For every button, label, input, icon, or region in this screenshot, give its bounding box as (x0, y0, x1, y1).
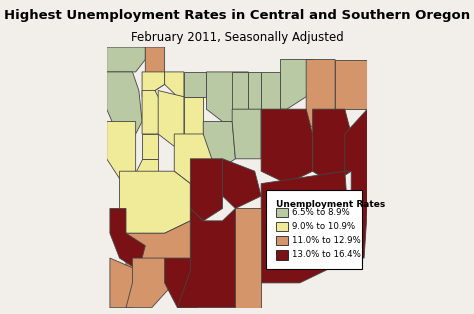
Polygon shape (142, 90, 164, 134)
Polygon shape (236, 208, 261, 308)
Polygon shape (107, 72, 142, 146)
Polygon shape (158, 90, 184, 146)
Polygon shape (126, 221, 191, 270)
Bar (276, 222, 288, 231)
Text: 9.0% to 10.9%: 9.0% to 10.9% (292, 222, 355, 231)
Polygon shape (207, 72, 248, 122)
Polygon shape (174, 134, 216, 184)
Polygon shape (232, 72, 248, 109)
Polygon shape (184, 72, 207, 97)
Polygon shape (142, 72, 164, 97)
Polygon shape (335, 60, 367, 109)
Polygon shape (261, 109, 313, 184)
Bar (276, 208, 288, 217)
Text: 11.0% to 12.9%: 11.0% to 12.9% (292, 236, 361, 245)
Text: Highest Unemployment Rates in Central and Southern Oregon: Highest Unemployment Rates in Central an… (4, 9, 470, 22)
Polygon shape (146, 47, 164, 90)
Polygon shape (107, 47, 146, 72)
Polygon shape (222, 159, 261, 208)
Polygon shape (203, 122, 236, 171)
Text: 6.5% to 8.9%: 6.5% to 8.9% (292, 208, 349, 217)
Polygon shape (255, 171, 351, 283)
Text: 13.0% to 16.4%: 13.0% to 16.4% (292, 250, 361, 259)
Polygon shape (191, 159, 222, 221)
Polygon shape (281, 60, 313, 109)
Polygon shape (110, 258, 139, 308)
Polygon shape (306, 60, 335, 134)
Bar (276, 250, 288, 259)
FancyBboxPatch shape (265, 190, 362, 269)
Polygon shape (177, 208, 236, 308)
Bar (276, 236, 288, 246)
Polygon shape (313, 109, 351, 184)
Polygon shape (184, 97, 203, 134)
Polygon shape (136, 159, 158, 184)
Text: February 2011, Seasonally Adjusted: February 2011, Seasonally Adjusted (131, 31, 343, 44)
Polygon shape (248, 72, 261, 109)
Polygon shape (261, 72, 281, 109)
Polygon shape (110, 208, 146, 270)
Polygon shape (126, 258, 174, 308)
Polygon shape (232, 109, 261, 159)
Polygon shape (107, 122, 136, 184)
Text: Unemployment Rates: Unemployment Rates (276, 200, 385, 208)
Polygon shape (345, 109, 367, 258)
Polygon shape (142, 134, 158, 159)
Polygon shape (164, 258, 203, 308)
Polygon shape (119, 171, 191, 233)
Polygon shape (164, 72, 184, 97)
